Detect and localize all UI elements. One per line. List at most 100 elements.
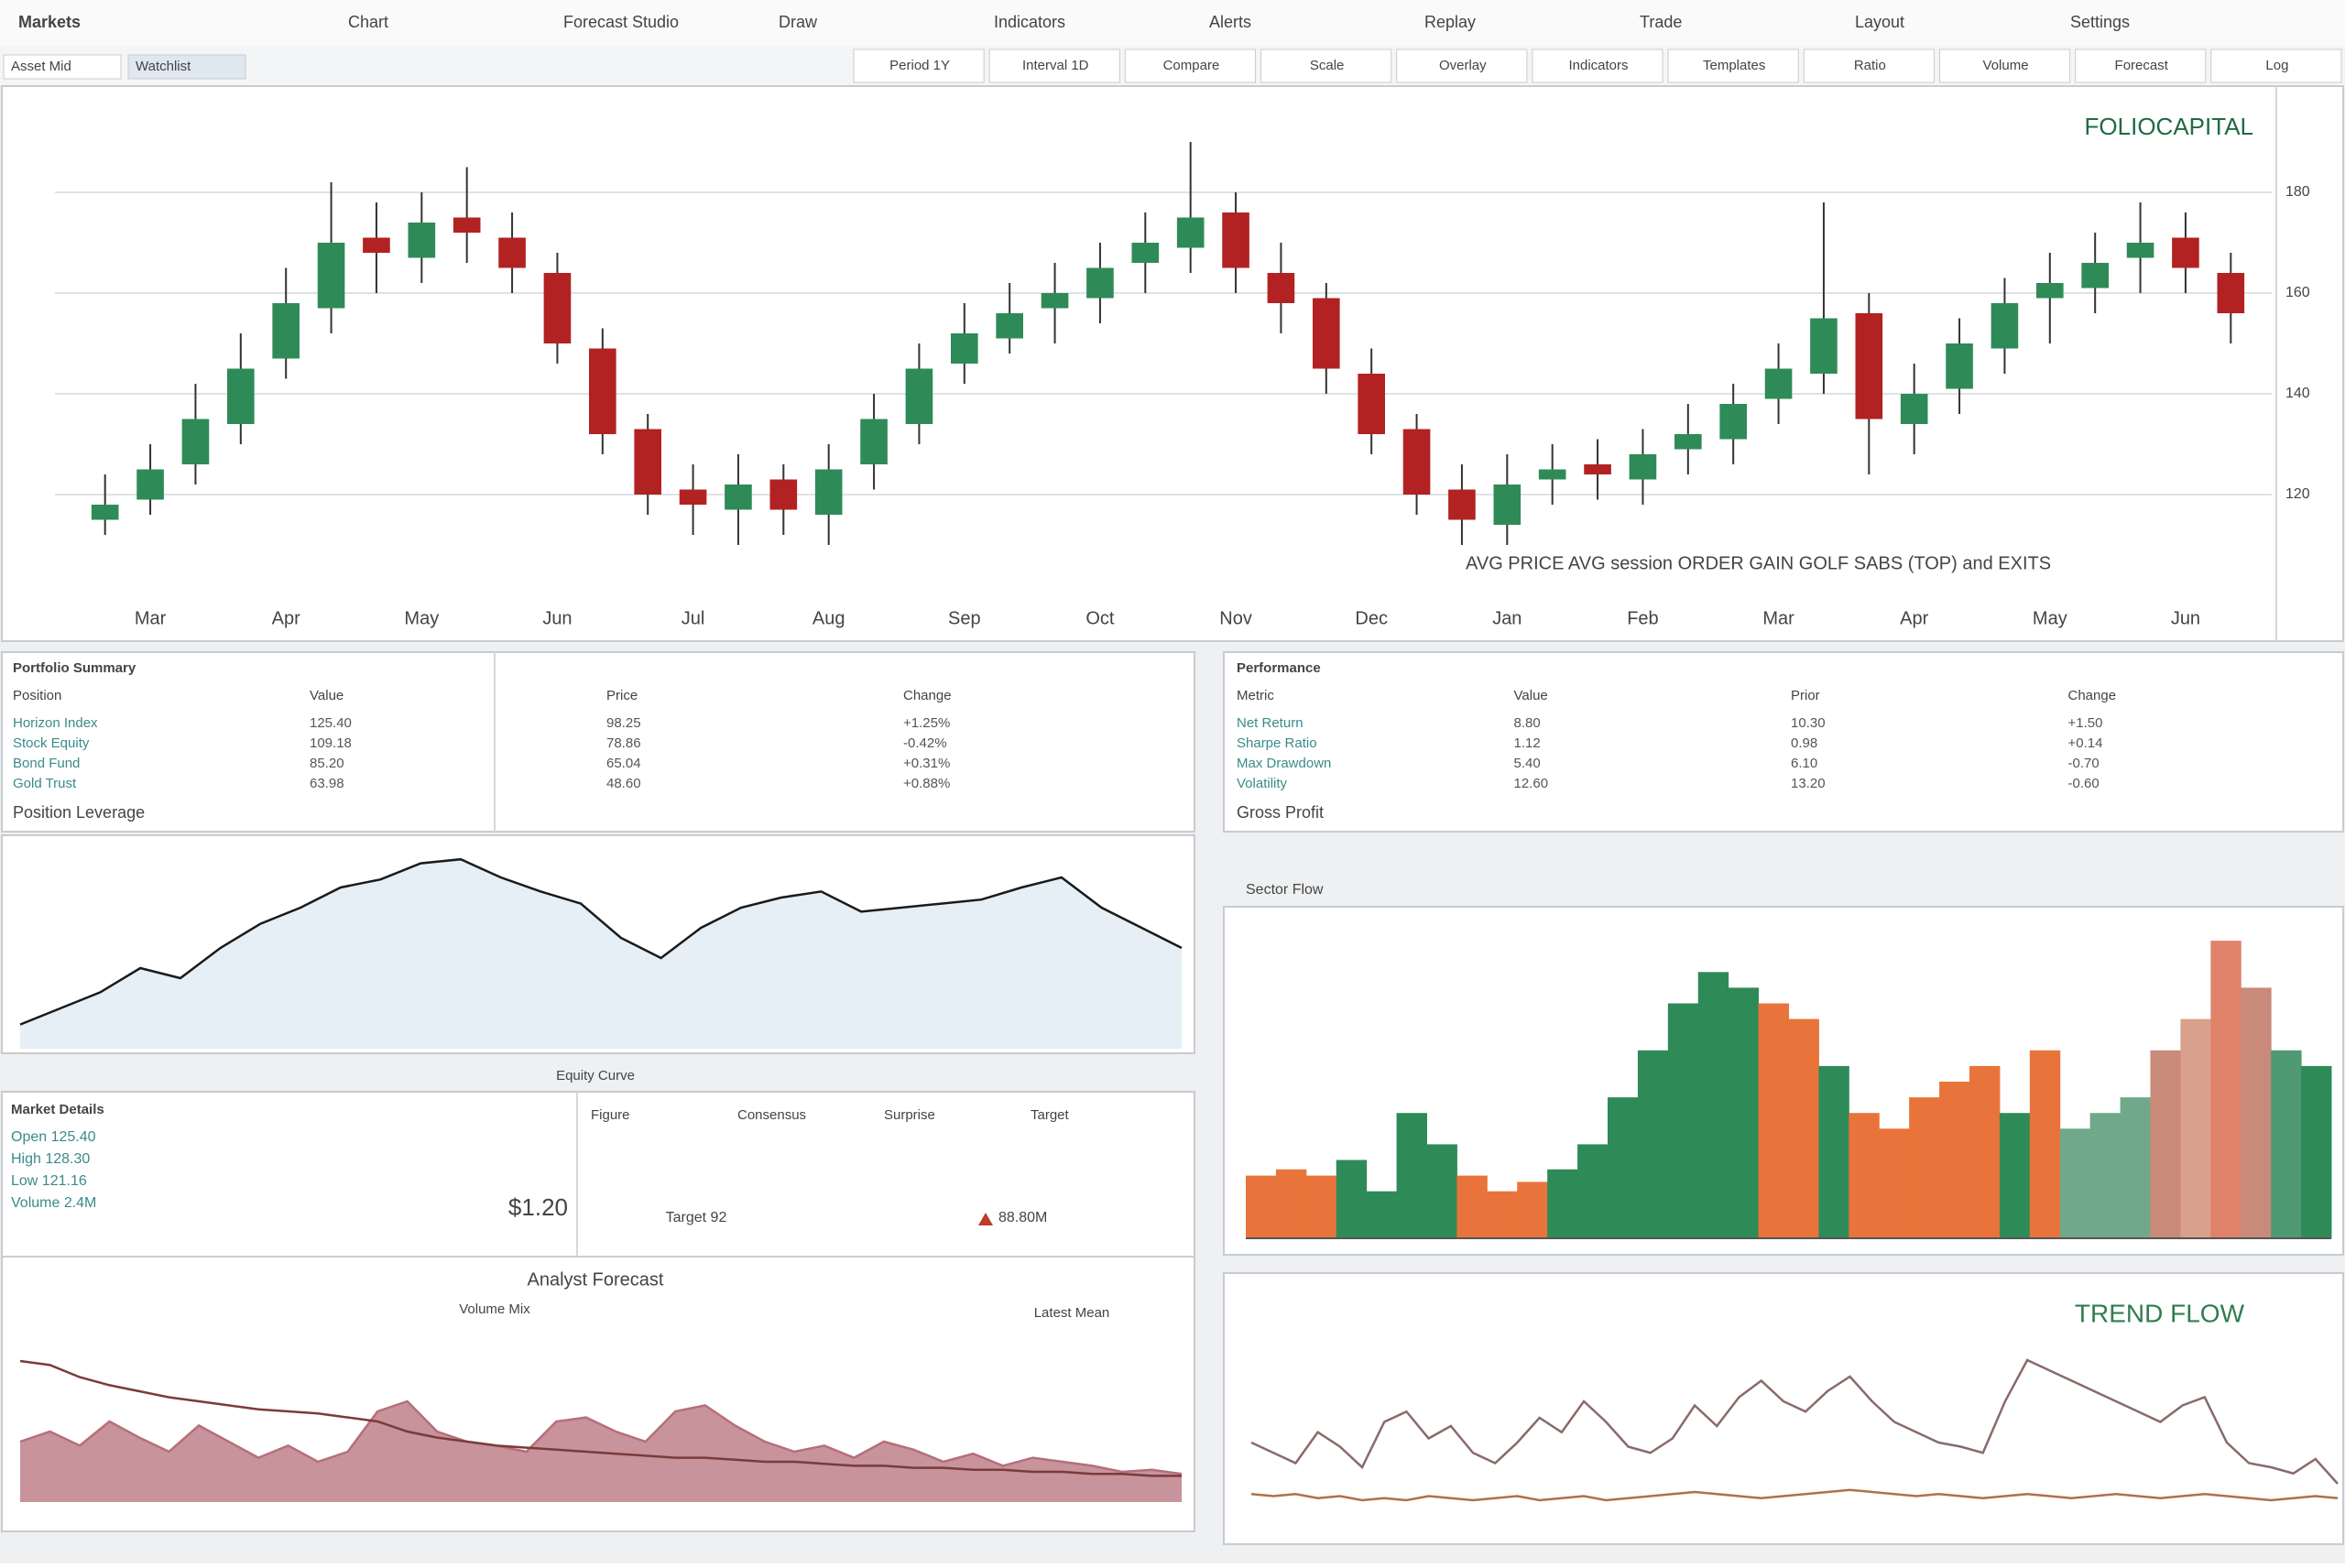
bar xyxy=(1305,1175,1337,1238)
filter-label[interactable]: Interval 1D xyxy=(1022,58,1089,73)
table-cell: -0.70 xyxy=(2068,756,2100,771)
candle-body xyxy=(2126,243,2154,258)
column-header: Value xyxy=(1514,688,1548,703)
toolbar-item[interactable]: Draw xyxy=(779,13,818,31)
toolbar-item[interactable]: Replay xyxy=(1424,13,1476,31)
filter-button[interactable] xyxy=(2210,49,2342,83)
bar xyxy=(1697,972,1729,1238)
filter-label[interactable]: Overlay xyxy=(1439,58,1487,73)
filter-button[interactable] xyxy=(1396,49,1528,83)
filter-button[interactable] xyxy=(2075,49,2207,83)
area xyxy=(20,859,1182,1049)
table-title: Performance xyxy=(1237,660,1321,676)
bar xyxy=(1969,1065,2001,1238)
y-tick-label: 160 xyxy=(2285,285,2310,300)
candle-body xyxy=(1448,489,1476,520)
candle-body xyxy=(543,273,572,343)
table-cell: 6.10 xyxy=(1791,756,1817,771)
toolbar-item[interactable]: Indicators xyxy=(994,13,1065,31)
toolbar-item[interactable]: Settings xyxy=(2070,13,2130,31)
info-price: $1.20 xyxy=(508,1193,568,1221)
toolbar-item[interactable]: Chart xyxy=(348,13,388,31)
filter-button[interactable] xyxy=(1260,49,1392,83)
tab-label[interactable]: Watchlist xyxy=(136,59,191,74)
toolbar-item[interactable]: Trade xyxy=(1640,13,1682,31)
candle-body xyxy=(634,429,661,495)
table-cell: Bond Fund xyxy=(13,756,80,771)
line xyxy=(19,1359,1182,1477)
filter-button[interactable] xyxy=(1667,49,1799,83)
candle-body xyxy=(814,469,843,515)
info-item: Open 125.40 xyxy=(11,1129,96,1145)
x-tick-label: Mar xyxy=(1762,608,1794,628)
bar xyxy=(1999,1113,2031,1238)
filter-button[interactable] xyxy=(853,49,985,83)
candle-body xyxy=(1538,469,1566,480)
candle-body xyxy=(1222,212,1249,268)
tab-label[interactable]: Asset Mid xyxy=(11,59,71,74)
filter-label[interactable]: Forecast xyxy=(2115,58,2169,73)
table-cell: -0.42% xyxy=(903,735,947,751)
table-cell: 85.20 xyxy=(310,756,344,771)
filter-button[interactable] xyxy=(1532,49,1663,83)
candle-body xyxy=(1629,454,1657,480)
target: Target 92 xyxy=(666,1210,727,1225)
x-tick-label: Feb xyxy=(1627,608,1658,628)
candle-body xyxy=(408,223,436,258)
alert-icon xyxy=(978,1213,993,1225)
x-tick-label: Nov xyxy=(1219,608,1252,628)
candle-body xyxy=(1358,374,1385,434)
filter-label[interactable]: Indicators xyxy=(1568,58,1628,73)
bar xyxy=(2150,1050,2181,1238)
candle-body xyxy=(2036,283,2064,299)
table-cell: 109.18 xyxy=(310,735,352,751)
filter-button[interactable] xyxy=(1124,49,1257,83)
bar xyxy=(2089,1113,2121,1238)
candle-body xyxy=(1493,485,1522,525)
filter-label[interactable]: Volume xyxy=(1983,58,2029,73)
bar xyxy=(1547,1169,1578,1238)
candle-body xyxy=(453,217,481,233)
filter-label[interactable]: Scale xyxy=(1310,58,1345,73)
filter-label[interactable]: Ratio xyxy=(1854,58,1886,73)
toolbar-item[interactable]: Alerts xyxy=(1209,13,1251,31)
caption: Equity Curve xyxy=(556,1068,635,1083)
table-cell: 98.25 xyxy=(606,715,641,731)
filter-button[interactable] xyxy=(1803,49,1935,83)
bar xyxy=(1939,1082,1970,1238)
filter-label[interactable]: Templates xyxy=(1703,58,1765,73)
filter-label[interactable]: Period 1Y xyxy=(889,58,950,73)
bar xyxy=(1246,1175,1277,1238)
line xyxy=(19,1399,1183,1475)
candle-body xyxy=(136,469,164,500)
alert-value: 88.80M xyxy=(998,1210,1047,1225)
candle-body xyxy=(1086,267,1114,299)
candle-body xyxy=(589,348,616,434)
chart-title: FOLIOCAPITAL xyxy=(2085,113,2253,140)
filter-label[interactable]: Log xyxy=(2265,58,2288,73)
candle-body xyxy=(996,313,1023,339)
toolbar-item[interactable]: Forecast Studio xyxy=(563,13,679,31)
table-cell: 8.80 xyxy=(1514,715,1541,731)
x-tick-label: May xyxy=(404,608,439,628)
candle-body xyxy=(1313,298,1340,369)
tab[interactable] xyxy=(127,54,246,80)
candle-body xyxy=(1402,429,1431,495)
filter-label[interactable]: Compare xyxy=(1163,58,1220,73)
filter-button[interactable] xyxy=(988,49,1120,83)
table-cell: 48.60 xyxy=(606,776,641,791)
filter-button[interactable] xyxy=(1938,49,2071,83)
x-tick-label: Mar xyxy=(135,608,167,628)
bar xyxy=(1275,1169,1307,1238)
candle-body xyxy=(1855,313,1883,419)
candle-body xyxy=(951,333,978,364)
toolbar-item[interactable]: Layout xyxy=(1855,13,1904,31)
tab[interactable] xyxy=(3,54,122,80)
table-cell: +0.31% xyxy=(903,756,950,771)
candle-body xyxy=(227,368,255,424)
table-cell: 13.20 xyxy=(1791,776,1826,791)
bar xyxy=(1456,1175,1488,1238)
column-header: Change xyxy=(2068,688,2117,703)
bar xyxy=(2180,1018,2211,1238)
table-cell: +1.50 xyxy=(2068,715,2103,731)
